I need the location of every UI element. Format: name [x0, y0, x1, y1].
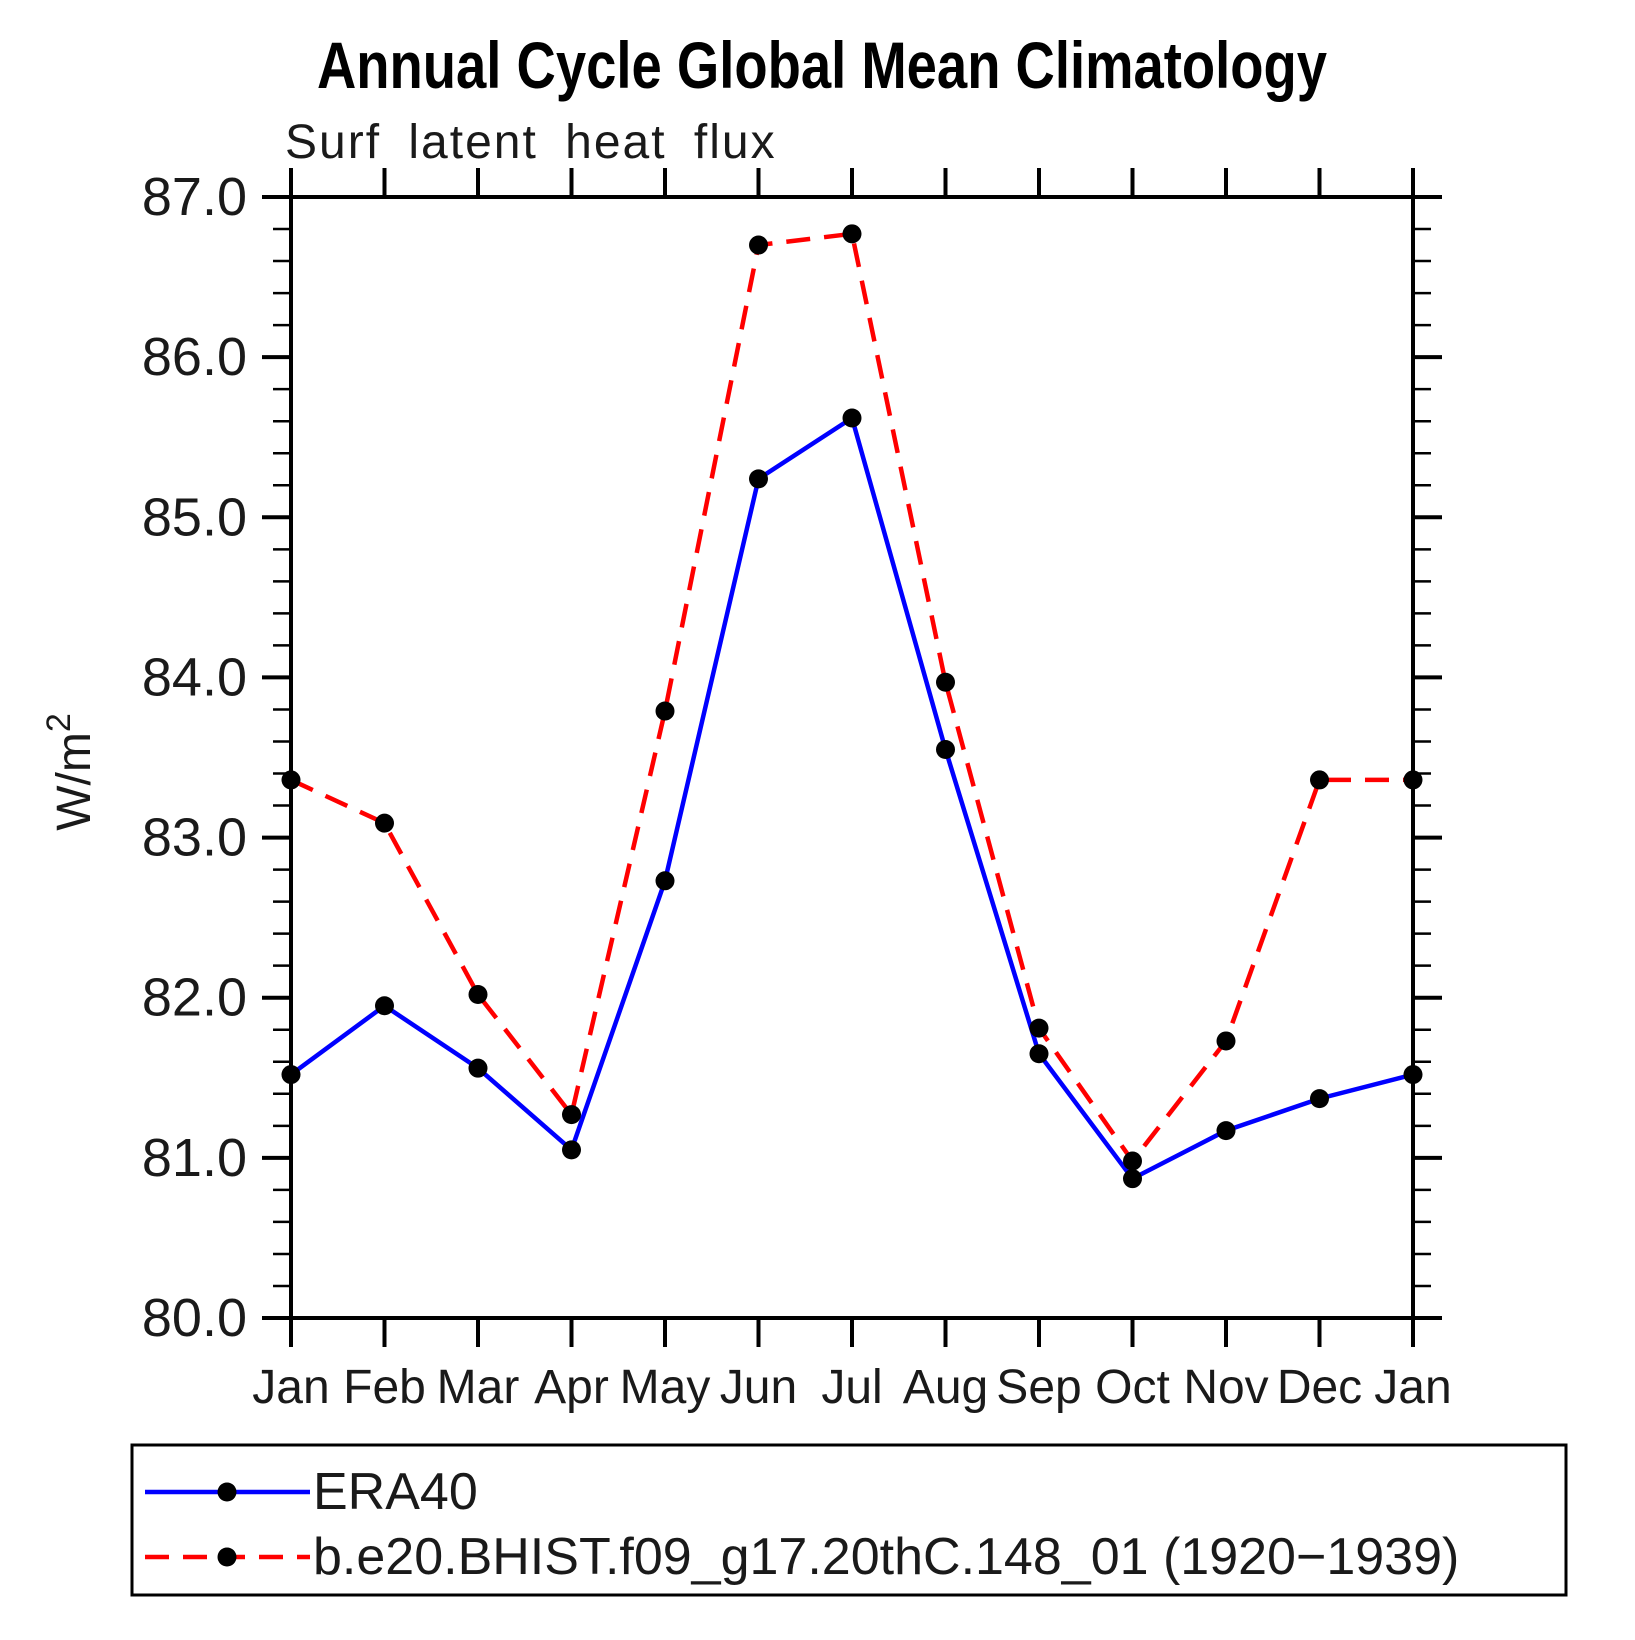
data-point-marker [655, 701, 675, 721]
legend: ERA40 b.e20.BHIST.f09_g17.20thC.148_01 (… [130, 1443, 1568, 1597]
y-axis-label: W/m2 [40, 713, 101, 831]
data-point-marker [1216, 1121, 1236, 1141]
x-tick-label: Jun [720, 1361, 797, 1414]
x-tick-label: Nov [1183, 1361, 1268, 1414]
x-tick-label: Aug [903, 1361, 988, 1414]
legend-marker-model [217, 1547, 237, 1567]
y-tick-label: 87.0 [142, 167, 247, 227]
y-tick-label: 85.0 [142, 487, 247, 547]
data-point-marker [936, 672, 955, 692]
data-point-marker [749, 235, 768, 255]
x-tick-label: Sep [996, 1361, 1081, 1414]
data-point-marker [562, 1105, 581, 1125]
x-tick-label: Oct [1095, 1361, 1170, 1414]
legend-label-model: b.e20.BHIST.f09_g17.20thC.148_01 (1920−1… [313, 1528, 1459, 1586]
data-point-marker [1403, 1065, 1423, 1085]
data-point-marker [842, 224, 862, 244]
x-tick-label: Feb [343, 1361, 426, 1414]
legend-marker-era40 [217, 1482, 237, 1502]
data-point-marker [842, 408, 862, 428]
legend-box [130, 1443, 1568, 1597]
y-tick-label: 81.0 [142, 1128, 247, 1188]
data-point-marker [281, 1065, 301, 1085]
data-point-marker [468, 1058, 488, 1078]
y-tick-label: 80.0 [142, 1288, 247, 1348]
data-point-marker [936, 739, 955, 759]
data-point-marker [749, 469, 768, 489]
data-point-marker [375, 996, 394, 1016]
era40-series-line [289, 414, 1414, 1182]
data-point-marker [1123, 1151, 1142, 1171]
data-point-marker [375, 813, 394, 833]
chart-title: Annual Cycle Global Mean Climatology [317, 28, 1327, 102]
data-point-marker [1029, 1044, 1049, 1064]
x-tick-label: May [620, 1361, 711, 1414]
data-point-marker [1403, 770, 1423, 790]
y-tick-label: 84.0 [142, 647, 247, 707]
y-tick-label: 82.0 [142, 968, 247, 1028]
data-point-marker [1029, 1018, 1049, 1038]
x-tick-label: Apr [534, 1361, 609, 1414]
x-tick-label: Mar [437, 1361, 520, 1414]
x-tick-label: Jul [821, 1361, 882, 1414]
x-tick-label: Jan [252, 1361, 329, 1414]
chart-subtitle: Surf latent heat flux [285, 116, 777, 169]
y-tick-label: 83.0 [142, 808, 247, 868]
data-point-marker [1123, 1169, 1142, 1189]
data-point-marker [281, 770, 301, 790]
legend-label-era40: ERA40 [313, 1463, 478, 1521]
data-point-marker [1310, 1089, 1329, 1109]
data-point-marker [655, 871, 675, 891]
x-tick-label: Dec [1277, 1361, 1362, 1414]
data-point-marker [1216, 1031, 1236, 1051]
data-point-marker [468, 985, 488, 1005]
model-series-line [290, 231, 1413, 1165]
plot-frame [289, 195, 1415, 1320]
y-tick-label: 86.0 [142, 327, 247, 387]
x-tick-label: Jan [1374, 1361, 1451, 1414]
data-point-marker [562, 1140, 581, 1160]
data-point-marker [1310, 770, 1329, 790]
